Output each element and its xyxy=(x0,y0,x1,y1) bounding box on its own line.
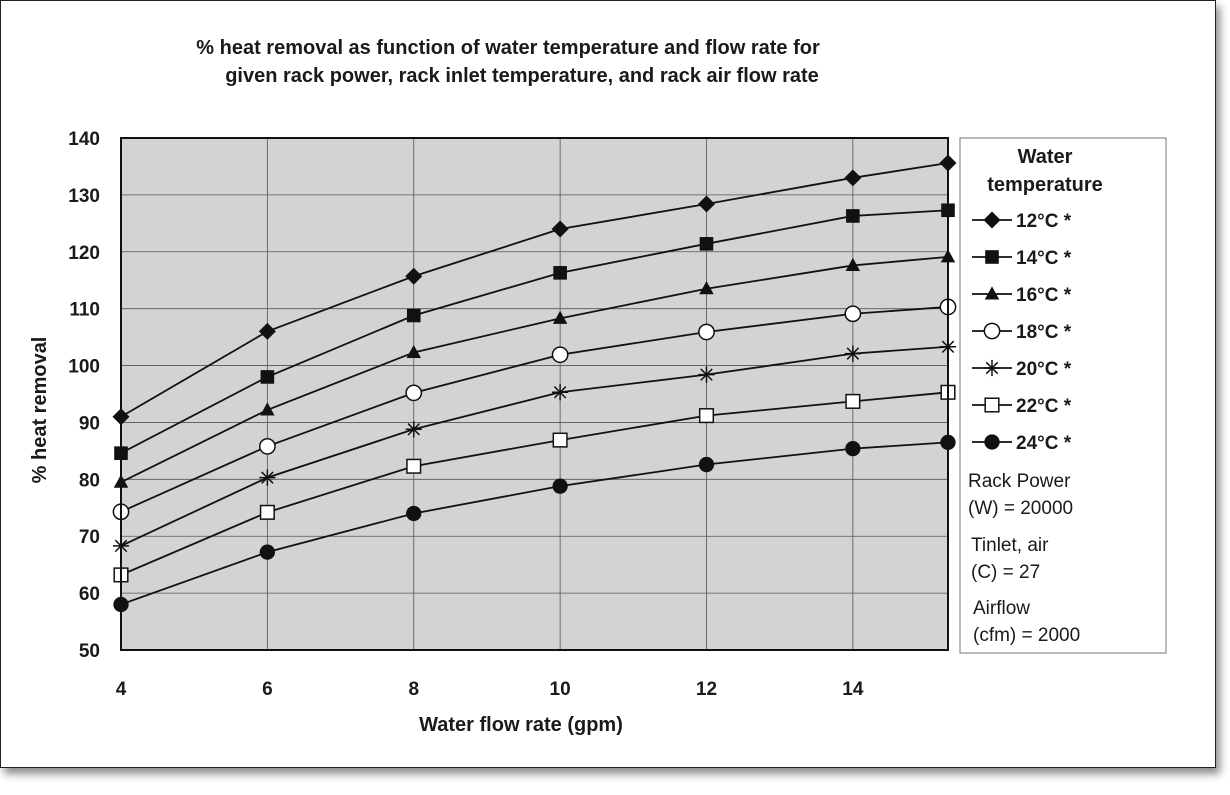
data-point xyxy=(406,505,422,522)
legend-label: 20°C * xyxy=(1016,359,1072,380)
y-tick-label: 50 xyxy=(79,641,100,662)
data-point xyxy=(553,266,567,280)
data-point xyxy=(844,169,862,187)
series-layer xyxy=(112,154,957,613)
legend-item: 20°C * xyxy=(972,359,1072,380)
legend-marker xyxy=(983,211,1001,229)
series-6 xyxy=(113,384,956,583)
data-point xyxy=(552,384,569,401)
data-point xyxy=(699,237,714,251)
airflow-note-line-1: Airflow xyxy=(973,598,1030,619)
y-tick-label: 70 xyxy=(79,527,100,548)
legend-marker xyxy=(983,322,1001,340)
data-point xyxy=(845,440,861,457)
data-point xyxy=(698,408,715,424)
data-point xyxy=(259,504,275,520)
data-point xyxy=(258,437,276,455)
legend-marker xyxy=(985,250,999,264)
legend-label: 14°C * xyxy=(1016,248,1072,269)
legend-marker xyxy=(984,397,1000,413)
data-point xyxy=(259,544,276,560)
series-1 xyxy=(112,154,957,426)
x-tick-label: 8 xyxy=(408,679,419,700)
y-tick-label: 130 xyxy=(68,186,100,207)
legend-item: 16°C * xyxy=(972,285,1072,306)
data-point xyxy=(844,305,862,323)
chart-title-line-1: % heat removal as function of water temp… xyxy=(196,37,820,59)
plot-border xyxy=(120,137,949,651)
data-point xyxy=(844,345,861,362)
data-point xyxy=(406,458,422,474)
tinlet-note-line-1: Tinlet, air xyxy=(971,535,1049,556)
data-point xyxy=(260,370,275,384)
y-tick-label: 60 xyxy=(79,584,100,605)
data-point xyxy=(846,209,860,223)
x-tick-label: 6 xyxy=(262,679,273,700)
airflow-note-line-2: (cfm) = 2000 xyxy=(973,625,1080,646)
legend-item: 14°C * xyxy=(972,248,1072,269)
x-tick-label: 12 xyxy=(696,679,717,700)
data-point xyxy=(845,393,861,409)
legend-item: 12°C * xyxy=(972,211,1072,232)
data-point xyxy=(697,195,715,213)
legend-label: 12°C * xyxy=(1016,211,1072,232)
legend-marker xyxy=(984,434,1000,450)
rack-power-note-line-2: (W) = 20000 xyxy=(968,498,1073,519)
data-point xyxy=(552,432,568,448)
series-2 xyxy=(114,203,955,460)
data-point xyxy=(698,366,715,383)
rack-power-note-line-1: Rack Power xyxy=(968,471,1071,492)
y-axis-label: % heat removal xyxy=(29,337,51,484)
data-point xyxy=(406,344,421,358)
series-3 xyxy=(113,249,956,488)
chart-title-line-2: given rack power, rack inlet temperature… xyxy=(225,65,819,87)
data-point xyxy=(258,322,276,340)
data-point xyxy=(551,220,569,238)
data-point xyxy=(698,456,715,473)
plot-area xyxy=(120,137,949,651)
data-point xyxy=(260,402,275,416)
data-point xyxy=(845,257,861,271)
y-tick-label: 120 xyxy=(68,243,100,264)
data-point xyxy=(698,323,715,341)
legend-marker xyxy=(983,359,1001,377)
x-tick-label: 10 xyxy=(550,679,571,700)
data-point xyxy=(699,281,714,295)
data-point xyxy=(405,267,423,285)
y-tick-label: 80 xyxy=(79,470,100,491)
x-tick-label: 4 xyxy=(116,679,127,700)
data-point xyxy=(552,478,568,494)
legend-label: 18°C * xyxy=(1016,322,1072,343)
legend-title-line-1: Water xyxy=(1018,146,1073,168)
legend-marker xyxy=(984,286,1000,300)
legend-title-line-2: temperature xyxy=(987,174,1103,196)
legend-item: 22°C * xyxy=(972,396,1072,417)
data-point xyxy=(405,384,423,402)
data-point xyxy=(405,421,422,438)
series-5 xyxy=(112,338,957,554)
x-axis-label: Water flow rate (gpm) xyxy=(419,714,623,736)
data-point xyxy=(259,469,276,486)
series-7 xyxy=(113,434,956,613)
legend-item: 24°C * xyxy=(972,433,1072,454)
legend-items: 12°C * 14°C * 16°C * 18°C * 20°C * 22°C * 24°C… xyxy=(972,211,1072,454)
data-point xyxy=(552,310,568,324)
y-tick-label: 90 xyxy=(79,413,100,434)
data-point xyxy=(551,346,569,364)
tinlet-note-line-2: (C) = 27 xyxy=(971,562,1040,583)
y-tick-label: 140 xyxy=(68,129,100,150)
y-tick-label: 110 xyxy=(69,300,100,321)
legend-label: 24°C * xyxy=(1016,433,1072,454)
data-point xyxy=(406,308,421,323)
legend-label: 16°C * xyxy=(1016,285,1072,306)
x-tick-label: 14 xyxy=(842,679,864,700)
legend-label: 22°C * xyxy=(1016,396,1072,417)
legend-item: 18°C * xyxy=(972,322,1072,343)
axis-ticks: 50 60 70 80 90 100 110 120 130 140 4 6 8 10 12 14 xyxy=(68,129,864,700)
y-tick-label: 100 xyxy=(68,357,100,378)
